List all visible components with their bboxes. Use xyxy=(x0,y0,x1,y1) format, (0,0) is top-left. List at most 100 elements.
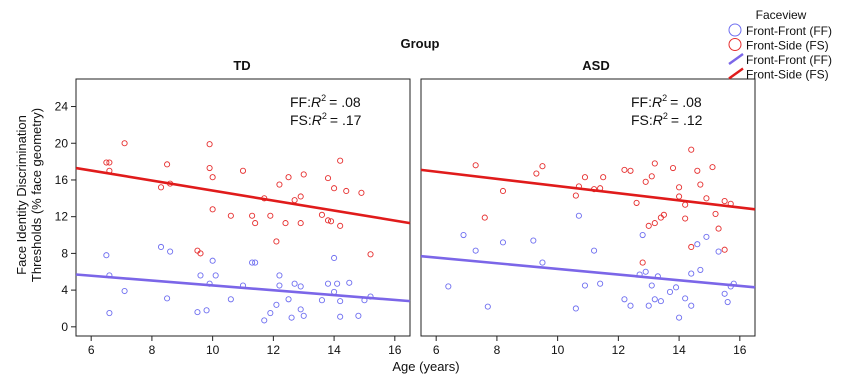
y-axis-label: Face Identity Discrimination Thresholds … xyxy=(14,108,44,282)
x-tick-label: 6 xyxy=(88,343,95,357)
annotation-ff-asd: FF:R2 = .08 xyxy=(631,93,702,110)
data-point-ff xyxy=(288,314,295,321)
y-tick-label: 4 xyxy=(61,283,68,297)
data-point-ff xyxy=(285,296,292,303)
data-point-ff xyxy=(645,302,652,309)
panel-td: TD FF:R2 = .08 FS:R2 = .17 6 8 10 12 14 16 0 4 8 12… xyxy=(55,58,411,357)
data-point-fs xyxy=(627,167,634,174)
y-tick-label: 20 xyxy=(55,136,69,150)
x-tick-label: 10 xyxy=(551,343,565,357)
x-tick-label: 8 xyxy=(149,343,156,357)
data-point-ff xyxy=(673,284,680,291)
legend-label: Front-Front (FF) xyxy=(746,24,832,38)
data-point-ff xyxy=(276,282,283,289)
annotation-ff-prefix: FF: xyxy=(631,94,652,110)
data-point-fs xyxy=(721,246,728,253)
x-tick-label: 16 xyxy=(733,343,747,357)
data-point-fs xyxy=(209,174,216,181)
data-point-ff xyxy=(460,231,467,239)
data-point-ff xyxy=(337,298,344,305)
data-point-fs xyxy=(712,210,719,217)
x-axis-label: Age (years) xyxy=(392,359,459,374)
data-point-ff xyxy=(261,317,268,324)
data-point-fs xyxy=(343,187,350,195)
legend: Faceview Front-Front (FF)Front-Side (FS)… xyxy=(728,8,832,82)
data-point-ff xyxy=(212,272,219,279)
data-point-ff xyxy=(331,254,338,262)
y-tick-label: 24 xyxy=(55,100,69,114)
data-point-fs xyxy=(703,195,710,202)
data-point-ff xyxy=(694,241,701,248)
data-point-fs xyxy=(572,192,579,199)
data-point-fs xyxy=(331,185,338,192)
data-point-fs xyxy=(533,170,540,177)
data-point-fs xyxy=(324,217,332,224)
data-point-ff xyxy=(621,296,628,303)
data-point-fs xyxy=(481,214,488,221)
data-point-ff xyxy=(472,247,479,254)
data-point-ff xyxy=(642,268,649,275)
data-point-fs xyxy=(682,215,689,222)
data-point-ff xyxy=(445,283,452,290)
data-point-ff xyxy=(121,287,128,295)
data-point-fs xyxy=(103,159,110,166)
annotation-ff-prefix: FF: xyxy=(290,94,311,110)
data-point-ff xyxy=(157,243,165,251)
data-point-ff xyxy=(164,295,171,302)
annotation-ff-td: FF:R2 = .08 xyxy=(290,93,361,110)
data-point-ff xyxy=(318,297,325,304)
data-point-ff xyxy=(666,288,674,295)
data-point-fs xyxy=(157,184,165,191)
data-point-fs xyxy=(324,175,332,182)
data-point-ff xyxy=(276,272,283,279)
data-point-ff xyxy=(334,280,341,287)
y-tick-label: 16 xyxy=(55,173,69,187)
data-point-ff xyxy=(539,259,546,266)
y-tick-label: 0 xyxy=(61,320,68,334)
data-point-ff xyxy=(194,309,201,316)
data-point-ff xyxy=(252,259,259,266)
data-point-ff xyxy=(581,282,589,289)
data-point-ff xyxy=(627,302,634,309)
data-point-ff xyxy=(715,248,722,255)
data-point-ff xyxy=(227,296,234,303)
data-point-ff xyxy=(572,305,579,312)
y-tick-label: 12 xyxy=(55,210,69,224)
data-point-fs xyxy=(282,220,289,227)
data-point-fs xyxy=(297,193,304,200)
data-point-fs xyxy=(252,220,259,227)
data-point-ff xyxy=(267,310,274,317)
data-point-ff xyxy=(249,259,256,266)
y-tick-label: 8 xyxy=(61,246,68,260)
y-axis-label-line-1: Face Identity Discrimination xyxy=(14,115,29,275)
data-point-fs xyxy=(660,211,667,218)
panel-title-td: TD xyxy=(233,58,250,73)
data-point-fs xyxy=(648,173,655,180)
x-tick-label: 16 xyxy=(388,343,402,357)
annotation-fs-prefix: FS: xyxy=(290,112,312,128)
data-point-fs xyxy=(367,251,374,258)
data-point-ff xyxy=(346,279,353,286)
data-point-fs xyxy=(676,184,683,191)
data-point-fs xyxy=(621,166,628,173)
data-point-fs xyxy=(639,259,646,266)
data-point-fs xyxy=(318,211,325,218)
legend-label: Front-Front (FF) xyxy=(746,53,832,67)
data-point-ff xyxy=(209,257,216,264)
data-point-fs xyxy=(300,171,307,178)
x-tick-label: 14 xyxy=(327,343,341,357)
data-point-ff xyxy=(337,313,344,320)
x-tick-label: 12 xyxy=(267,343,281,357)
data-point-fs xyxy=(721,198,728,205)
data-point-fs xyxy=(273,238,280,245)
data-point-ff xyxy=(676,314,683,321)
x-tick-label: 14 xyxy=(672,343,686,357)
data-point-ff xyxy=(703,233,710,240)
group-title: Group xyxy=(401,36,440,51)
y-axis-label-line-2: Thresholds (% face geometry) xyxy=(29,108,44,282)
data-point-fs xyxy=(337,222,344,229)
legend-marker-line xyxy=(728,53,744,65)
data-point-fs xyxy=(600,174,607,181)
data-point-ff xyxy=(721,290,728,297)
